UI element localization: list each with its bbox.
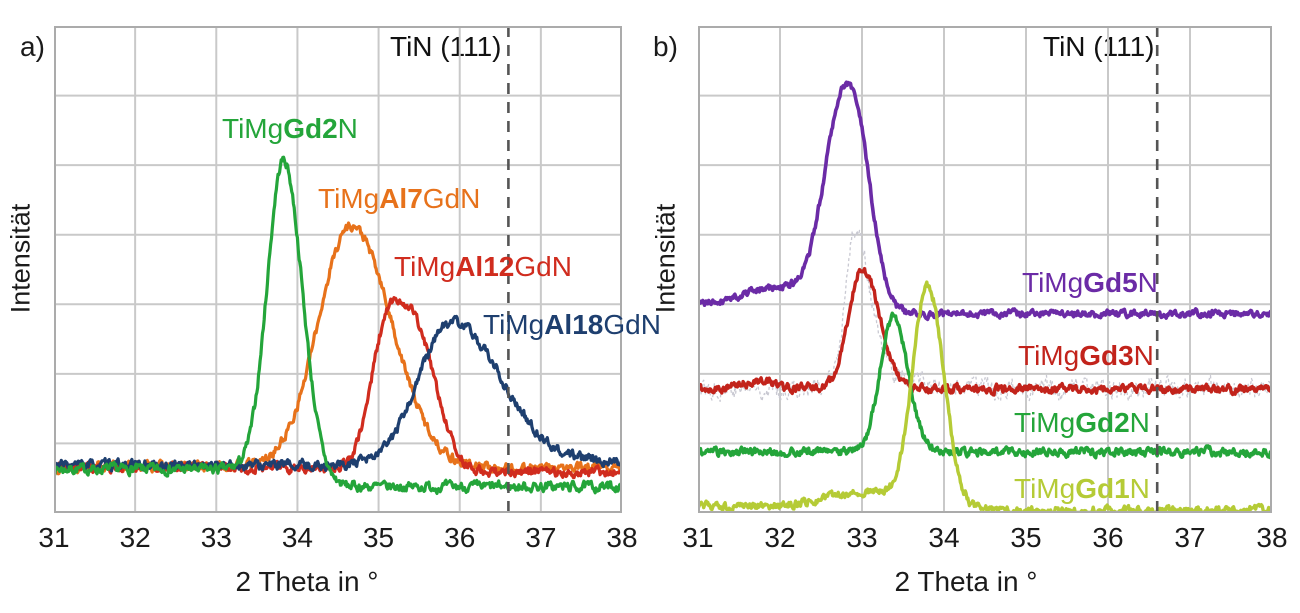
plot-border [698,26,1272,513]
x-tick-label: 33 [846,522,878,553]
x-tick-label: 35 [362,522,395,553]
series-label-TiMgGd2N: TiMgGd2N [222,113,358,144]
panel-a-plot-area [54,26,622,513]
series-label-TiMgAl18GdN: TiMgAl18GdN [483,309,661,340]
series-label-TiMgAl12GdN: TiMgAl12GdN [394,251,572,282]
plot-border [54,26,622,513]
x-tick-label: 35 [1010,522,1042,553]
x-tick-label: 38 [1256,522,1288,553]
x-tick-label: 36 [444,522,476,553]
panel-a-x-axis-title: 2 Theta in ° [235,566,379,597]
x-tick-label: 34 [281,522,313,553]
x-tick-label: 32 [764,522,796,553]
panel-b-x-axis-title: 2 Theta in ° [894,566,1038,597]
curve-gray-reference-trace [698,229,1272,403]
curve-TiMgGd2N [54,155,622,495]
series-label-TiMgGd2N: TiMgGd2N [1014,407,1150,438]
x-tick-label: 37 [525,522,557,553]
x-tick-label: 31 [682,522,714,553]
series-label-TiMgGd3N: TiMgGd3N [1018,340,1154,371]
x-tick-label: 33 [200,522,232,553]
x-tick-label: 37 [1174,522,1206,553]
x-tick-label: 32 [119,522,151,553]
panel-b-letter: b) [653,31,678,62]
x-tick-label: 36 [1092,522,1124,553]
panel-b-plot-area [698,26,1272,513]
panel-a-y-axis-title: Intensität [5,203,36,314]
curve-TiMgGd5N [698,80,1272,322]
curve-TiMgGd3N [698,266,1272,397]
panel-a-letter: a) [20,31,45,62]
x-tick-label: 31 [38,522,70,553]
curve-TiMgGd2N [698,311,1272,460]
panel-b-y-axis-title: Intensität [650,203,681,314]
panel-b-tin-111-annotation: TiN (111) [1043,31,1155,62]
series-label-TiMgGd1N: TiMgGd1N [1014,473,1150,504]
x-tick-label: 38 [606,522,638,553]
panel-a-tin-111-annotation: TiN (111) [390,31,502,62]
series-label-TiMgAl7GdN: TiMgAl7GdN [318,183,481,214]
series-label-TiMgGd5N: TiMgGd5N [1022,267,1158,298]
x-tick-label: 34 [928,522,960,553]
